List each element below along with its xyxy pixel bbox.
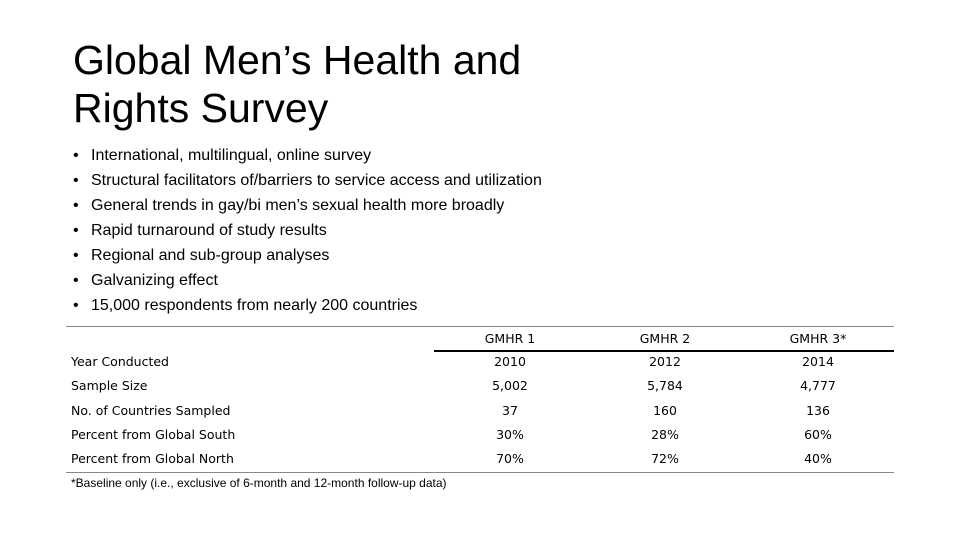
bullet-text: General trends in gay/bi men’s sexual he… [91,197,505,214]
column-header-gmhr3: GMHR 3* [789,331,847,346]
bullet-dot: • [73,247,79,264]
bullet-dot: • [73,297,79,314]
bullet-item: • Structural facilitators of/barriers to … [73,168,542,193]
slide-title: Global Men’s Health and Rights Survey [73,36,773,132]
row-label: No. of Countries Sampled [71,403,231,418]
bullet-text: 15,000 respondents from nearly 200 count… [91,297,418,314]
table-cell: 30% [496,427,524,442]
table-cell: 70% [496,451,524,466]
bullet-dot: • [73,172,79,189]
title-line-2: Rights Survey [73,85,329,131]
bullet-text: Rapid turnaround of study results [91,222,327,239]
column-header-gmhr1: GMHR 1 [484,331,536,346]
table-cell: 2010 [494,354,526,369]
bullet-dot: • [73,222,79,239]
bullet-item: • International, multilingual, online sur… [73,143,542,168]
bullet-item: • Galvanizing effect [73,268,542,293]
table-cell: 136 [806,403,830,418]
row-label: Year Conducted [71,354,169,369]
bullet-list: • International, multilingual, online sur… [73,143,542,318]
table-cell: 37 [502,403,518,418]
bullet-item: • 15,000 respondents from nearly 200 coun… [73,293,542,318]
row-label: Percent from Global North [71,451,234,466]
bullet-text: Regional and sub-group analyses [91,247,330,264]
bullet-text: International, multilingual, online surv… [91,147,372,164]
row-label: Sample Size [71,378,148,393]
bullet-text: Galvanizing effect [91,272,218,289]
header-rule [434,350,894,352]
row-label: Percent from Global South [71,427,236,442]
bullet-dot: • [73,272,79,289]
bullet-dot: • [73,197,79,214]
bullet-dot: • [73,147,79,164]
table-bottom-rule [66,472,894,473]
table-cell: 5,002 [492,378,528,393]
table-cell: 40% [804,451,832,466]
table-cell: 160 [653,403,677,418]
bullet-item: • General trends in gay/bi men’s sexual h… [73,193,542,218]
table-cell: 60% [804,427,832,442]
table-footnote: *Baseline only (i.e., exclusive of 6-mon… [71,476,447,490]
table-cell: 4,777 [800,378,836,393]
table-cell: 2012 [649,354,681,369]
table-cell: 5,784 [647,378,683,393]
table-cell: 28% [651,427,679,442]
title-line-1: Global Men’s Health and [73,37,522,83]
table-cell: 72% [651,451,679,466]
bullet-item: • Regional and sub-group analyses [73,243,542,268]
bullet-item: • Rapid turnaround of study results [73,218,542,243]
column-header-gmhr2: GMHR 2 [639,331,691,346]
table-top-rule [66,326,894,327]
bullet-text: Structural facilitators of/barriers to s… [91,172,542,189]
table-cell: 2014 [802,354,834,369]
